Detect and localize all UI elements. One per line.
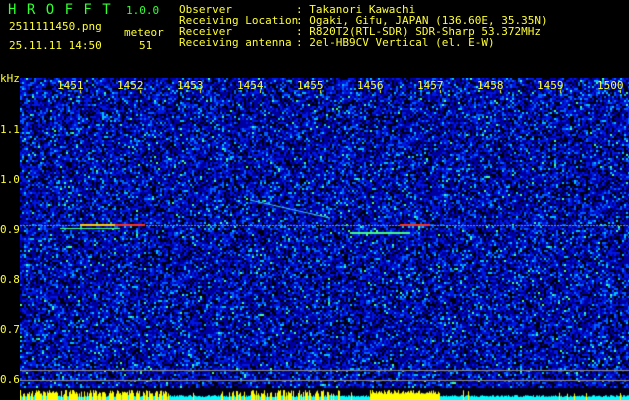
- y-tick-label: 0.9: [0, 223, 20, 236]
- x-tick-label: 1457: [417, 79, 444, 92]
- y-tick-label: 1.0: [0, 173, 20, 186]
- x-tick-label: 1456: [357, 79, 384, 92]
- info-key: Receiver: [179, 25, 232, 38]
- y-tick-label: 0.8: [0, 273, 20, 286]
- info-key: Receiving antenna: [179, 36, 292, 49]
- info-value: : R820T2(RTL-SDR) SDR-Sharp 53.372MHz: [296, 25, 542, 38]
- detection-label: meteor: [124, 26, 164, 39]
- x-tick-label: 1451: [57, 79, 84, 92]
- x-tick-label: 1453: [177, 79, 204, 92]
- x-tick-label: 1454: [237, 79, 264, 92]
- app-version: 1.0.0: [126, 4, 160, 17]
- y-tick-label: 0.6: [0, 373, 20, 386]
- info-value: : Ogaki, Gifu, JAPAN (136.60E, 35.35N): [296, 14, 548, 27]
- x-tick-label: 1459: [537, 79, 564, 92]
- y-unit-label: kHz: [0, 72, 20, 85]
- x-tick-label: 1500: [597, 79, 624, 92]
- y-tick-label: 0.7: [0, 323, 20, 336]
- detection-count: 51: [139, 39, 153, 52]
- file-name: 2511111450.png: [9, 20, 102, 33]
- spectrogram: [20, 78, 629, 400]
- info-value: : Takanori Kawachi: [296, 3, 416, 16]
- x-tick-label: 1452: [117, 79, 144, 92]
- info-key: Receiving Location: [179, 14, 299, 27]
- file-datetime: 25.11.11 14:50: [9, 39, 102, 52]
- info-value: : 2el-HB9CV Vertical (el. E-W): [296, 36, 495, 49]
- info-key: Observer: [179, 3, 232, 16]
- x-tick-label: 1455: [297, 79, 324, 92]
- x-tick-label: 1458: [477, 79, 504, 92]
- app-title: H R O F F T: [8, 2, 112, 18]
- y-tick-label: 1.1: [0, 123, 20, 136]
